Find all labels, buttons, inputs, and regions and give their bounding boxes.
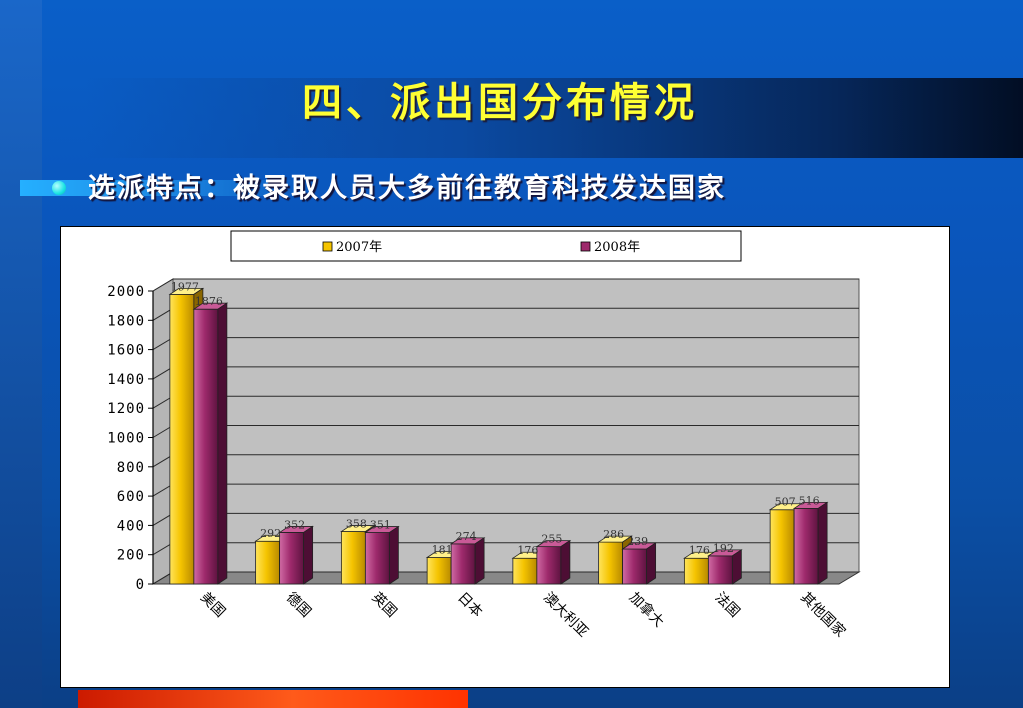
y-tick-label: 400 [117, 518, 145, 534]
bar-2008-7 [792, 501, 829, 585]
slide-title: 四、派出国分布情况 [302, 79, 698, 126]
bar-2008-2 [364, 525, 400, 585]
x-category-label: 加拿大 [626, 589, 668, 631]
x-category-label: 澳大利亚 [540, 590, 591, 641]
legend: 2007年 2008年 [230, 230, 742, 262]
data-label: 516 [799, 494, 820, 507]
data-label: 176 [689, 544, 710, 557]
bar-2008-5 [621, 542, 657, 585]
y-tick-label: 600 [117, 489, 145, 505]
legend-label: 2007年 [336, 240, 382, 255]
x-category-label: 美国 [197, 590, 228, 621]
x-category-label: 英国 [369, 589, 401, 621]
bar-2008-3 [449, 537, 486, 585]
y-tick-label: 1800 [107, 313, 145, 329]
x-category-label: 德国 [283, 590, 314, 621]
data-label: 255 [541, 533, 562, 546]
left-accent-band [0, 0, 42, 708]
y-tick-label: 1600 [107, 343, 145, 359]
data-label: 1977 [171, 280, 199, 293]
data-label: 286 [603, 528, 624, 541]
data-label: 358 [346, 518, 367, 531]
data-label: 181 [432, 543, 453, 556]
legend-box [230, 230, 742, 262]
x-category-label: 其他国家 [797, 589, 849, 641]
bar-2008-6 [707, 549, 743, 585]
data-label: 239 [627, 535, 648, 548]
bullet-dot-icon [52, 181, 66, 195]
bar-2008-1 [278, 525, 314, 585]
data-label: 192 [713, 542, 734, 555]
data-label: 351 [370, 519, 391, 532]
gridline [152, 278, 859, 292]
data-label: 352 [284, 518, 305, 531]
data-label: 507 [775, 496, 796, 509]
bottom-accent-bar [78, 690, 468, 708]
y-tick-label: 1200 [107, 401, 145, 417]
y-tick-label: 800 [117, 460, 145, 476]
legend-swatch [322, 241, 333, 252]
legend-label: 2008年 [594, 240, 640, 255]
data-label: 292 [260, 527, 281, 540]
x-category-label: 法国 [712, 590, 743, 621]
y-tick-label: 200 [117, 548, 145, 564]
data-label: 176 [517, 544, 538, 557]
x-category-label: 日本 [454, 590, 485, 621]
y-tick-label: 2000 [107, 284, 145, 300]
bullet-highlight-band [20, 180, 320, 196]
y-tick-label: 1400 [107, 372, 145, 388]
data-label: 274 [456, 530, 477, 543]
chart-frame: 0 200 400 600 800 1000 1200 1400 1600 1800 2000 197… [60, 226, 950, 688]
legend-swatch [580, 241, 591, 252]
y-tick-label: 0 [136, 577, 145, 593]
y-tick-label: 1000 [107, 431, 145, 447]
bar-2008-4 [535, 539, 572, 585]
bar-2008-0 [192, 302, 229, 585]
bar-chart: 0 200 400 600 800 1000 1200 1400 1600 1800 2000 197… [107, 230, 861, 641]
title-background-band [85, 78, 1023, 158]
bullet-text: 选派特点：被录取人员大多前往教育科技发达国家 [88, 173, 726, 204]
data-label: 1876 [195, 295, 223, 308]
